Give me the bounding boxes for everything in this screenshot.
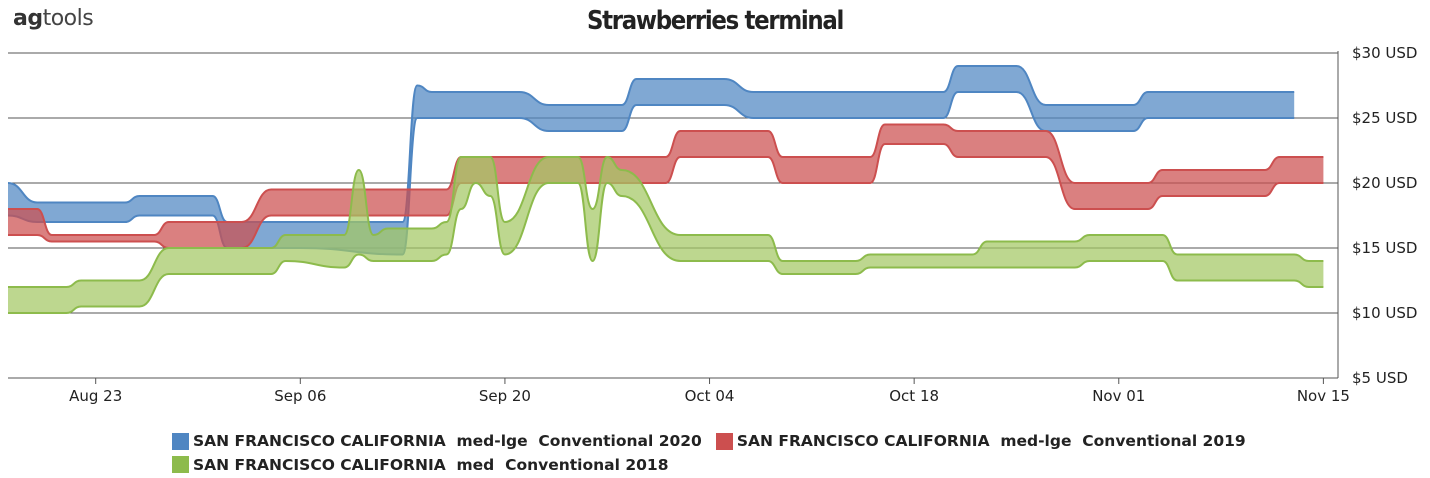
x-tick-label-1: Sep 06 [274, 387, 326, 405]
x-tick-label-3: Oct 04 [685, 387, 735, 405]
x-tick-label-4: Oct 18 [889, 387, 939, 405]
y-tick-label-5: $5 USD [1352, 369, 1408, 387]
legend-swatch-1 [715, 432, 733, 450]
x-tick-label-5: Nov 01 [1092, 387, 1145, 405]
series-area-1 [8, 124, 1324, 248]
legend-item-1[interactable]: SAN FRANCISCO CALIFORNIA med-lge Convent… [715, 430, 1246, 452]
x-tick-label-2: Sep 20 [479, 387, 531, 405]
series-line-low-2 [8, 181, 1324, 314]
legend: SAN FRANCISCO CALIFORNIA med-lge Convent… [172, 430, 1322, 477]
legend-label-1: SAN FRANCISCO CALIFORNIA med-lge Convent… [736, 432, 1246, 450]
y-tick-label-20: $20 USD [1352, 174, 1417, 192]
y-tick-label-10: $10 USD [1352, 304, 1417, 322]
x-tick-label-6: Nov 15 [1297, 387, 1350, 405]
y-tick-label-15: $15 USD [1352, 239, 1417, 257]
legend-item-2[interactable]: SAN FRANCISCO CALIFORNIA med Conventiona… [172, 454, 669, 476]
chart-svg: $5 USD $10 USD $15 USD $20 USD $25 USD $30 US… [7, 44, 1417, 405]
series-area-2 [8, 157, 1324, 313]
legend-label-0: SAN FRANCISCO CALIFORNIA med-lge Convent… [193, 432, 702, 450]
x-tick-label-0: Aug 23 [69, 387, 122, 405]
series-area-0 [8, 66, 1295, 255]
series-line-high-2 [8, 155, 1324, 288]
y-tick-label-25: $25 USD [1352, 109, 1417, 127]
legend-swatch-2 [172, 456, 189, 473]
agtools-logo: agtools [13, 6, 94, 31]
legend-item-0[interactable]: SAN FRANCISCO CALIFORNIA med-lge Convent… [172, 430, 702, 452]
series-line-high-1 [8, 123, 1324, 236]
chart-title: Strawberries terminal [587, 6, 844, 36]
legend-label-2: SAN FRANCISCO CALIFORNIA med Conventiona… [193, 455, 669, 474]
y-tick-label-30: $30 USD [1352, 44, 1417, 62]
legend-swatch-0 [172, 432, 189, 450]
series-line-low-0 [7, 91, 1295, 256]
series-line-high-0 [7, 65, 1295, 224]
